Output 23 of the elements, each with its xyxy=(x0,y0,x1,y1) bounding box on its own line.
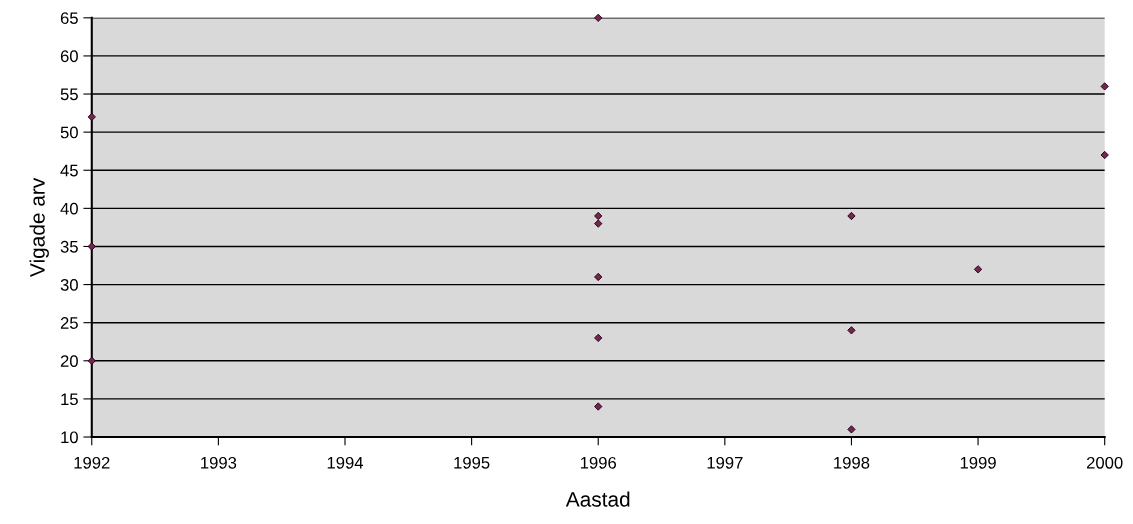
x-tick-label: 1997 xyxy=(707,456,743,469)
x-tick-label: 1992 xyxy=(74,456,110,469)
x-tick-label: 2000 xyxy=(1086,456,1123,469)
x-axis-title: Aastad xyxy=(565,491,630,507)
y-tick-label: 60 xyxy=(60,50,78,63)
x-tick-label: 1998 xyxy=(834,456,870,469)
y-tick-label: 45 xyxy=(60,164,78,177)
x-tick-label: 1999 xyxy=(960,456,996,469)
x-tick-label: 1995 xyxy=(454,456,490,469)
y-tick-label: 50 xyxy=(60,126,78,139)
y-tick-label: 25 xyxy=(60,317,78,329)
y-axis-title: Vigade arv xyxy=(29,177,49,277)
x-tick-label: 1994 xyxy=(327,456,364,469)
y-tick-label: 10 xyxy=(61,431,78,444)
y-tick-label: 20 xyxy=(60,355,78,367)
y-tick-label: 40 xyxy=(60,202,78,215)
y-tick-label: 65 xyxy=(60,12,78,25)
x-tick-label: 1993 xyxy=(201,456,237,469)
y-tick-label: 15 xyxy=(61,393,78,406)
y-tick-label: 30 xyxy=(60,278,78,291)
x-tick-label: 1996 xyxy=(580,456,617,469)
y-tick-label: 55 xyxy=(60,88,78,101)
y-tick-label: 35 xyxy=(60,240,78,253)
